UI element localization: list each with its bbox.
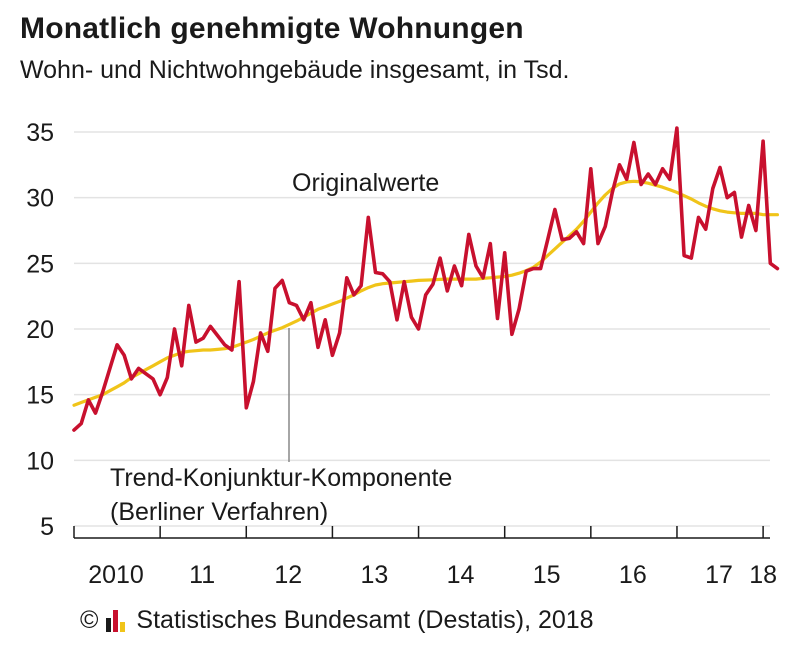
x-tick-label: 15 [533, 561, 561, 589]
series-lines [72, 126, 780, 432]
copyright-symbol: © [80, 606, 99, 634]
x-tick-label: 12 [274, 561, 302, 589]
chart-title: Monatlich genehmigte Wohnungen [20, 12, 524, 45]
annotation-trend: Trend-Konjunktur-Komponente [110, 464, 452, 492]
series-line-trend [72, 179, 779, 407]
y-tick-label: 35 [26, 119, 54, 147]
x-tick-label: 2010 [88, 561, 144, 589]
annotation-trend-method: (Berliner Verfahren) [110, 498, 328, 526]
x-tick-label: 14 [447, 561, 475, 589]
y-tick-label: 25 [26, 250, 54, 278]
x-tick-label: 13 [361, 561, 389, 589]
destatis-logo-icon [106, 609, 128, 632]
x-tick-label: 18 [749, 561, 777, 589]
y-tick-label: 30 [26, 185, 54, 213]
y-tick-label: 5 [40, 513, 54, 541]
y-tick-label: 15 [26, 382, 54, 410]
y-tick-label: 20 [26, 316, 54, 344]
y-tick-label: 10 [26, 447, 54, 475]
x-tick-label: 17 [705, 561, 733, 589]
x-axis: 2010 11 12 13 14 15 16 17 18 [73, 526, 777, 589]
x-tick-label: 11 [189, 561, 215, 589]
series-line-originalwerte [72, 126, 780, 432]
source-text: Statistisches Bundesamt (Destatis), 2018 [136, 606, 594, 634]
chart-subtitle: Wohn- und Nichtwohngebäude insgesamt, in… [20, 56, 570, 84]
grid-lines [74, 131, 770, 527]
x-tick-label: 16 [619, 561, 647, 589]
y-axis: 5 10 15 20 25 30 35 [26, 119, 54, 541]
annotation-originalwerte: Originalwerte [292, 169, 439, 197]
source-footer: © Statistisches Bundesamt (Destatis), 20… [80, 606, 594, 635]
